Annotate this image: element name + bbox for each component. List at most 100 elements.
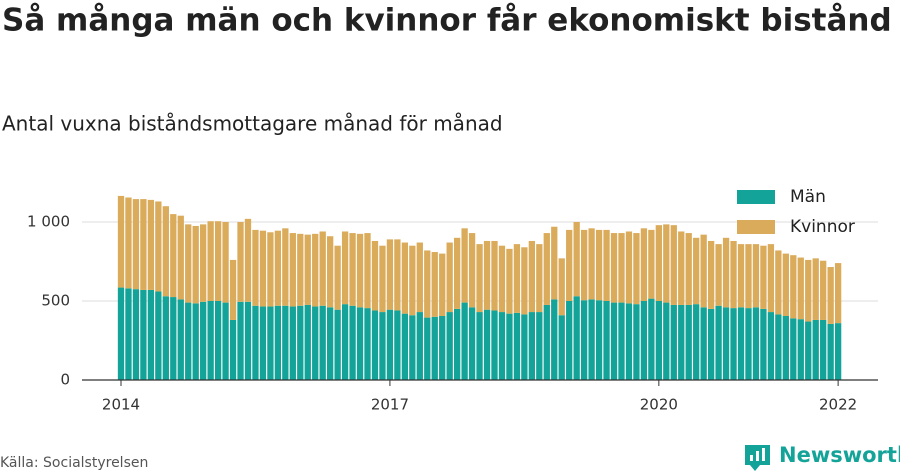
bar-segment	[401, 313, 409, 380]
bar-segment	[229, 319, 237, 380]
bar-segment	[693, 237, 700, 305]
bar-segment	[319, 231, 326, 306]
bar-segment	[498, 245, 506, 313]
bar-segment	[476, 244, 483, 313]
bar-segment	[282, 228, 289, 306]
bar-segment	[640, 228, 648, 301]
bar-segment	[304, 234, 311, 305]
bar-segment	[147, 289, 155, 380]
bar-segment	[610, 302, 618, 380]
bar-segment	[707, 308, 715, 380]
bar-segment	[401, 242, 409, 314]
bar-segment	[595, 229, 603, 301]
x-tick-label: 2022	[819, 396, 857, 414]
bar-segment	[297, 305, 304, 380]
y-tick-label: 1 000	[27, 213, 70, 231]
bar-segment	[625, 231, 633, 304]
bar-segment	[483, 309, 491, 380]
bar-segment	[237, 222, 244, 302]
bar-segment	[319, 305, 326, 380]
bar-segment	[349, 233, 356, 306]
bar-segment	[267, 306, 274, 380]
bar-segment	[722, 307, 730, 380]
bar-segment	[513, 244, 521, 313]
bar-segment	[461, 302, 468, 380]
bar-segment	[767, 312, 775, 380]
source: Källa: Socialstyrelsen	[0, 455, 148, 471]
legend-label: Kvinnor	[790, 217, 855, 237]
bar-segment	[685, 233, 692, 305]
y-tick-label: 0	[60, 371, 70, 389]
bar-segment	[177, 215, 184, 300]
bar-segment	[678, 231, 685, 305]
bar-segment	[775, 250, 782, 315]
bar-segment	[244, 301, 252, 380]
bar-segment	[155, 291, 162, 380]
bar-segment	[416, 312, 423, 380]
bar-segment	[580, 300, 588, 380]
bar-segment	[618, 233, 625, 303]
bar-segment	[655, 225, 662, 301]
bar-segment	[715, 305, 722, 380]
bar-segment	[543, 233, 550, 305]
bar-segment	[707, 240, 715, 309]
bar-segment	[379, 312, 386, 380]
bar-segment	[289, 233, 296, 307]
bar-segment	[588, 228, 595, 300]
bar-segment	[439, 316, 446, 380]
bar-segment	[289, 306, 296, 380]
bar-segment	[371, 310, 379, 380]
bar-segment	[274, 305, 282, 380]
bar-segment	[297, 233, 304, 306]
legend-swatch	[737, 190, 775, 204]
bar-segment	[700, 307, 707, 380]
bar-segment	[782, 253, 789, 317]
bar-segment	[745, 244, 752, 309]
bar-segment	[214, 301, 222, 380]
bar-segment	[670, 225, 677, 305]
bar-segment	[252, 229, 259, 306]
bar-segment	[356, 233, 364, 308]
bar-segment	[140, 289, 147, 380]
bar-segment	[760, 308, 767, 380]
bar-segment	[498, 312, 506, 380]
bar-segment	[834, 263, 842, 324]
bar-segment	[558, 258, 565, 316]
bar-segment	[229, 259, 237, 320]
bar-segment	[722, 237, 730, 308]
bar-segment	[521, 314, 528, 380]
bar-segment	[162, 296, 169, 380]
bar-segment	[185, 302, 192, 380]
bar-segment	[341, 231, 349, 305]
bar-segment	[491, 310, 498, 380]
bar-segment	[312, 233, 319, 307]
bar-segment	[454, 308, 461, 380]
bar-segment	[454, 237, 461, 309]
bar-segment	[752, 244, 760, 308]
bar-segment	[371, 240, 379, 311]
bar-segment	[409, 245, 416, 316]
chart-subtitle: Antal vuxna biståndsmottagare månad för …	[2, 112, 503, 136]
bar-segment	[603, 301, 610, 380]
bar-segment	[663, 302, 670, 380]
bar-segment	[177, 299, 184, 380]
bar-segment	[558, 315, 565, 380]
bar-segment	[797, 257, 804, 320]
bar-segment	[640, 301, 648, 380]
bar-segment	[379, 245, 386, 313]
bar-segment	[364, 233, 371, 309]
bar-segment	[797, 319, 804, 380]
bar-segment	[678, 304, 685, 380]
bar-segment	[222, 222, 229, 303]
bar-segment	[409, 315, 416, 380]
bar-segment	[573, 296, 580, 380]
bar-segment	[685, 304, 692, 380]
bar-segment	[551, 226, 558, 300]
bar-segment	[827, 323, 834, 380]
bar-segment	[162, 206, 169, 297]
bar-segment	[431, 252, 438, 317]
bar-segment	[595, 300, 603, 380]
bar-segment	[185, 224, 192, 303]
bar-segment	[610, 233, 618, 303]
